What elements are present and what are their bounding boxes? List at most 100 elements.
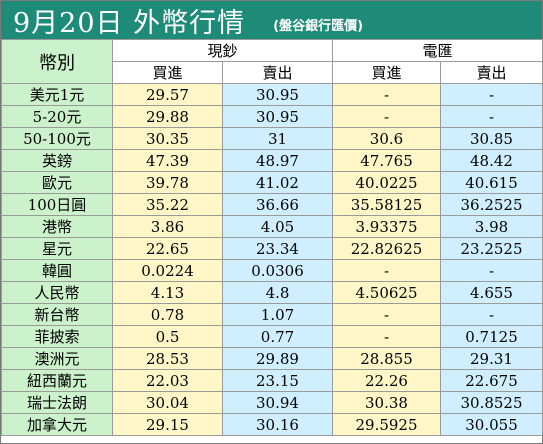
cash-buy-value: 22.65 [112,237,223,260]
wire-buy-value: - [332,303,441,326]
wire-sell-value: 30.8525 [440,391,543,414]
currency-name: 美元1元 [1,83,113,106]
cash-sell-header: 賣出 [222,61,333,84]
wire-buy-value: 40.0225 [332,171,441,194]
currency-name: 100日圓 [1,193,113,216]
wire-buy-value: 22.26 [332,369,441,392]
table-row: 美元1元 29.57 30.95 - - [1,83,543,106]
wire-buy-value: 47.765 [332,149,441,172]
cash-buy-value: 29.15 [112,413,223,436]
wire-buy-value: - [332,105,441,128]
cash-sell-value: 48.97 [222,149,333,172]
cash-buy-value: 30.04 [112,391,223,414]
cash-sell-value: 41.02 [222,171,333,194]
currency-name: 紐西蘭元 [1,369,113,392]
cash-sell-value: 31 [222,127,333,150]
currency-name: 人民幣 [1,281,113,304]
currency-name: 歐元 [1,171,113,194]
table-row: 韓圓 0.0224 0.0306 - - [1,259,543,282]
currency-name: 韓圓 [1,259,113,282]
table-row: 星元 22.65 23.34 22.82625 23.2525 [1,237,543,260]
cash-group-header: 現鈔 [112,39,333,62]
currency-name: 星元 [1,237,113,260]
cash-sell-value: 30.94 [222,391,333,414]
wire-char-2: 匯 [437,42,453,60]
table-row: 英鎊 47.39 48.97 47.765 48.42 [1,149,543,172]
currency-name: 澳洲元 [1,347,113,370]
cash-char-2: 鈔 [222,42,238,60]
header-row-groups: 幣別 現鈔 電匯 [1,39,543,84]
cash-buy-value: 35.22 [112,193,223,216]
wire-buy-value: - [332,325,441,348]
cash-sell-value: 0.0306 [222,259,333,282]
cash-buy-value: 29.88 [112,105,223,128]
cash-char-1: 現 [207,42,223,60]
table-row: 50-100元 30.35 31 30.6 30.85 [1,127,543,150]
cash-buy-value: 0.0224 [112,259,223,282]
table-row: 新台幣 0.78 1.07 - - [1,303,543,326]
wire-sell-value: 30.055 [440,413,543,436]
wire-sell-value: 4.655 [440,281,543,304]
currency-name: 5-20元 [1,105,113,128]
rates-table: 幣別 現鈔 電匯 買進 賣出 買進 賣出 美元1元 29.57 30.95 - … [1,39,543,436]
wire-buy-value: 29.5925 [332,413,441,436]
cash-buy-value: 0.5 [112,325,223,348]
wire-buy-value: 30.6 [332,127,441,150]
currency-column-header: 幣別 [1,39,113,84]
cash-buy-value: 28.53 [112,347,223,370]
wire-sell-value: 36.2525 [440,193,543,216]
wire-sell-value: 40.615 [440,171,543,194]
cash-sell-value: 1.07 [222,303,333,326]
wire-sell-value: - [440,105,543,128]
currency-name: 新台幣 [1,303,113,326]
currency-name: 港幣 [1,215,113,238]
cash-buy-value: 3.86 [112,215,223,238]
table-row: 澳洲元 28.53 29.89 28.855 29.31 [1,347,543,370]
cash-buy-value: 39.78 [112,171,223,194]
table-row: 5-20元 29.88 30.95 - - [1,105,543,128]
wire-sell-value: 0.7125 [440,325,543,348]
wire-buy-value: 22.82625 [332,237,441,260]
cash-buy-value: 47.39 [112,149,223,172]
page-title: 9月20日 外幣行情 [13,7,246,39]
currency-name: 菲披索 [1,325,113,348]
cash-sell-value: 29.89 [222,347,333,370]
table-row: 人民幣 4.13 4.8 4.50625 4.655 [1,281,543,304]
table-row: 100日圓 35.22 36.66 35.58125 36.2525 [1,193,543,216]
header-row-sub: 買進 賣出 買進 賣出 [2,61,543,84]
wire-group-header: 電匯 [332,39,543,62]
cash-buy-value: 29.57 [112,83,223,106]
wire-sell-value: 22.675 [440,369,543,392]
currency-name: 50-100元 [1,127,113,150]
cash-sell-value: 23.34 [222,237,333,260]
wire-buy-value: 28.855 [332,347,441,370]
cash-sell-value: 36.66 [222,193,333,216]
cash-buy-header: 買進 [112,61,223,84]
cash-sell-value: 30.16 [222,413,333,436]
table-row: 菲披索 0.5 0.77 - 0.7125 [1,325,543,348]
cash-sell-value: 30.95 [222,105,333,128]
cash-buy-value: 22.03 [112,369,223,392]
wire-buy-value: - [332,259,441,282]
cash-sell-value: 4.05 [222,215,333,238]
title-bar: 9月20日 外幣行情 (盤谷銀行匯價) [1,1,542,39]
cash-buy-value: 30.35 [112,127,223,150]
wire-buy-value: 3.93375 [332,215,441,238]
currency-name: 加拿大元 [1,413,113,436]
wire-sell-value: 23.2525 [440,237,543,260]
wire-sell-header: 賣出 [440,61,543,84]
wire-sell-value: - [440,303,543,326]
cash-sell-value: 30.95 [222,83,333,106]
wire-sell-value: 30.85 [440,127,543,150]
wire-buy-value: 4.50625 [332,281,441,304]
cash-sell-value: 4.8 [222,281,333,304]
currency-name: 瑞士法朗 [1,391,113,414]
cash-buy-value: 0.78 [112,303,223,326]
wire-buy-header: 買進 [332,61,441,84]
wire-char-1: 電 [422,42,438,60]
table-row: 歐元 39.78 41.02 40.0225 40.615 [1,171,543,194]
cash-buy-value: 4.13 [112,281,223,304]
wire-sell-value: 48.42 [440,149,543,172]
cash-sell-value: 0.77 [222,325,333,348]
wire-sell-value: - [440,259,543,282]
